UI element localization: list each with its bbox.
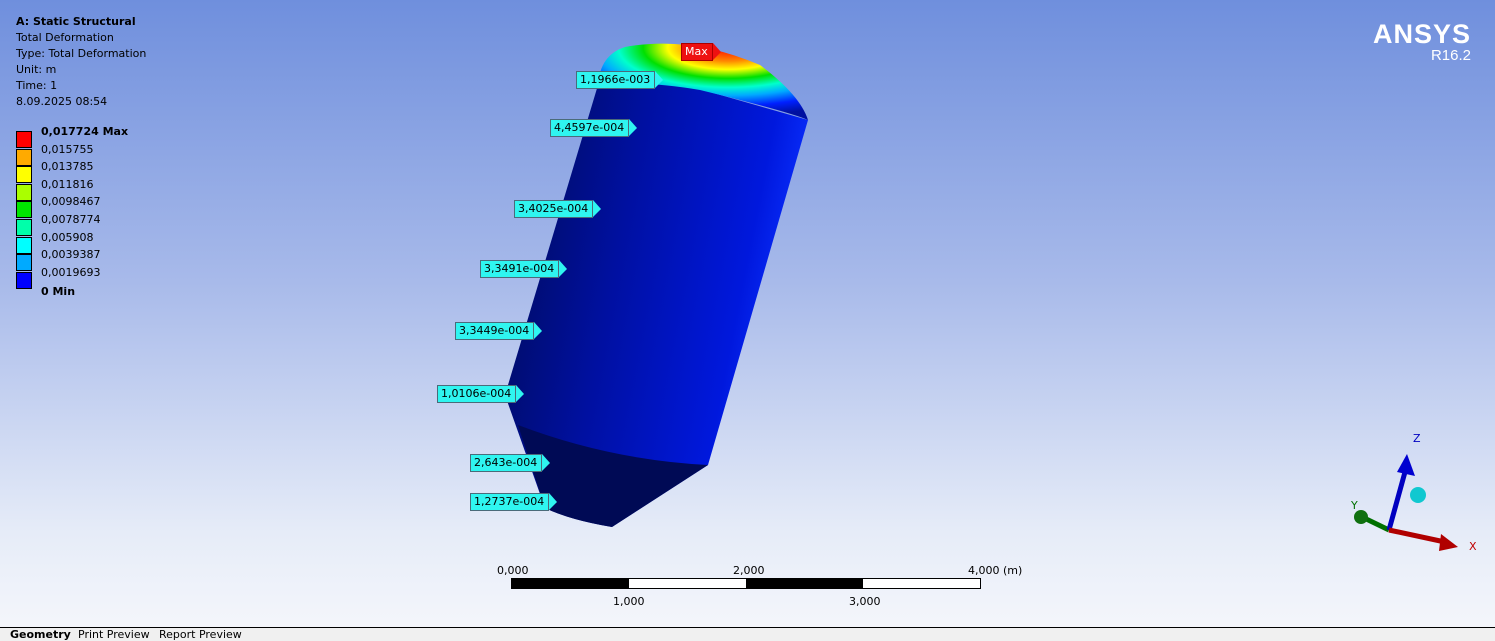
result-timestamp: 8.09.2025 08:54 <box>16 95 108 108</box>
probe-label[interactable]: 2,643e-004 <box>470 454 551 472</box>
x-axis-arrow <box>1388 527 1446 545</box>
legend-swatch <box>16 236 32 254</box>
graphics-viewport[interactable]: A: Static Structural Total Deformation T… <box>0 0 1495 627</box>
legend-swatch <box>16 131 32 148</box>
view-tabs: Geometry Print Preview Report Preview <box>0 627 1495 641</box>
legend-swatch <box>16 166 32 184</box>
probe-label[interactable]: 1,1966e-003 <box>576 71 664 89</box>
legend-swatch <box>16 148 32 166</box>
tab-print-preview[interactable]: Print Preview <box>78 628 150 641</box>
scale-label: 4,000 (m) <box>968 564 1023 577</box>
probe-label[interactable]: 3,4025e-004 <box>514 200 602 218</box>
legend-swatch <box>16 219 32 236</box>
logo-version: R16.2 <box>1430 47 1471 64</box>
y-axis-head <box>1354 510 1368 524</box>
vessel-body <box>505 62 808 527</box>
legend-label: 0,0078774 <box>41 213 101 226</box>
axis-triad[interactable] <box>1345 430 1485 560</box>
result-name: Total Deformation <box>16 31 114 44</box>
legend-label: 0,017724 Max <box>41 125 129 138</box>
result-info: A: Static Structural Total Deformation T… <box>16 14 146 110</box>
result-type: Type: Total Deformation <box>16 47 147 60</box>
x-axis-label: X <box>1469 540 1477 553</box>
scale-bar <box>511 578 981 589</box>
y-axis-label: Y <box>1351 499 1358 512</box>
probe-label[interactable]: 1,0106e-004 <box>437 385 525 403</box>
z-axis-label: Z <box>1413 432 1421 445</box>
probe-label[interactable]: 4,4597e-004 <box>550 119 638 137</box>
tab-geometry[interactable]: Geometry <box>10 628 71 641</box>
legend-label: 0,015755 <box>41 142 94 156</box>
legend-swatch <box>16 201 32 219</box>
model-geometry[interactable] <box>0 0 1495 627</box>
tab-report-preview[interactable]: Report Preview <box>159 628 242 641</box>
vessel-top-head <box>598 43 808 121</box>
legend-label: 0,013785 <box>41 160 94 174</box>
legend-swatch <box>16 271 32 289</box>
legend-label: 0,005908 <box>41 230 94 244</box>
legend-swatch <box>16 183 32 201</box>
legend-swatch <box>16 254 32 272</box>
z-axis-head <box>1397 454 1415 476</box>
probe-label[interactable]: 3,3491e-004 <box>480 260 568 278</box>
logo-name: ANSYS <box>1372 19 1471 49</box>
legend-label: 0,0098467 <box>41 195 101 209</box>
result-time: Time: 1 <box>16 79 58 92</box>
legend-label: 0 Min <box>41 285 76 299</box>
legend-label: 0,0019693 <box>41 265 101 279</box>
result-unit: Unit: m <box>16 63 57 76</box>
scale-label: 2,000 <box>733 564 765 577</box>
scale-label: 3,000 <box>849 595 881 608</box>
analysis-title: A: Static Structural <box>16 15 136 28</box>
scale-label: 1,000 <box>613 595 645 608</box>
probe-label[interactable]: 3,3449e-004 <box>455 322 543 340</box>
x-axis-head <box>1439 534 1458 551</box>
isometric-view-ball[interactable] <box>1410 487 1426 503</box>
z-axis-arrow <box>1386 471 1408 531</box>
legend-label: 0,0039387 <box>41 248 101 262</box>
probe-label[interactable]: 1,2737e-004 <box>470 493 558 511</box>
max-probe-label[interactable]: Max <box>681 43 721 61</box>
vessel-bottom-head <box>518 425 708 527</box>
scale-label: 0,000 <box>497 564 529 577</box>
legend-label: 0,011816 <box>41 177 94 191</box>
ansys-logo: ANSYS R16.2 <box>1373 20 1471 64</box>
